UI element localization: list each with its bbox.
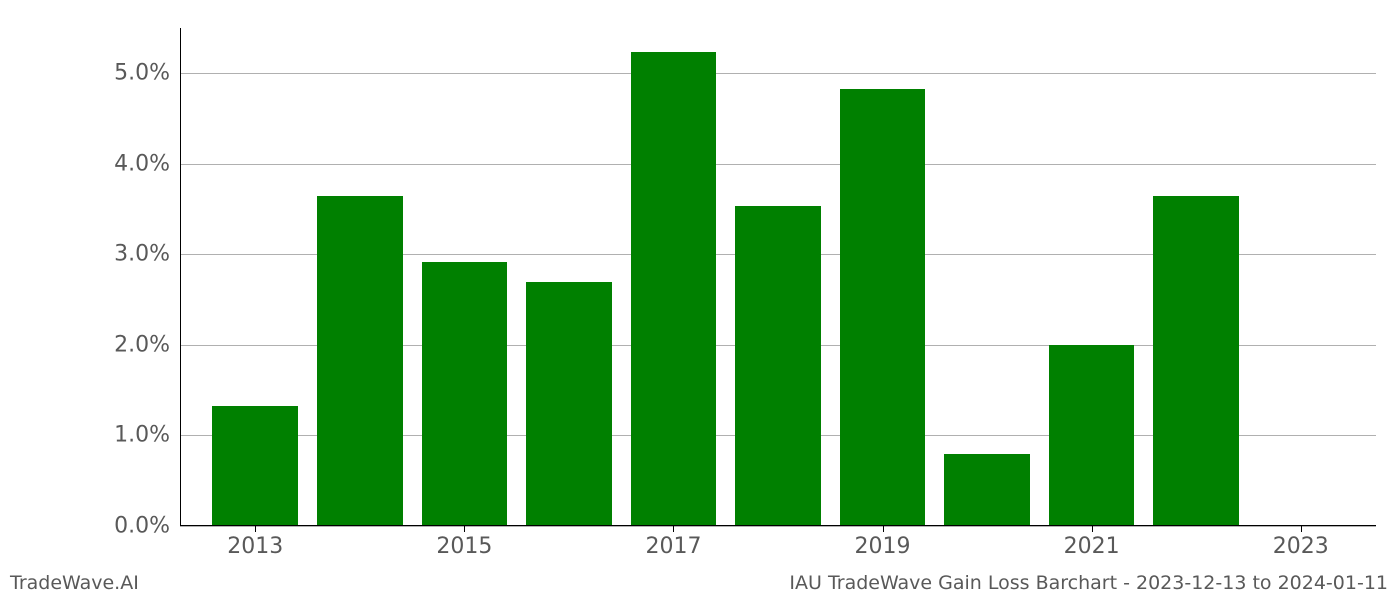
y-tick-label: 5.0% bbox=[114, 61, 170, 86]
x-tick-label: 2015 bbox=[436, 534, 492, 559]
y-tick-label: 0.0% bbox=[114, 514, 170, 539]
footer-right-text: IAU TradeWave Gain Loss Barchart - 2023-… bbox=[789, 572, 1388, 594]
bar bbox=[317, 196, 403, 526]
bar bbox=[840, 89, 926, 526]
x-tick-mark bbox=[1092, 526, 1093, 532]
x-tick-mark bbox=[255, 526, 256, 532]
x-tick-mark bbox=[464, 526, 465, 532]
y-tick-label: 2.0% bbox=[114, 332, 170, 357]
footer-left-text: TradeWave.AI bbox=[10, 572, 139, 594]
bar bbox=[212, 406, 298, 526]
spine-left bbox=[180, 28, 181, 526]
spine-bottom bbox=[180, 525, 1376, 526]
bar bbox=[944, 454, 1030, 526]
x-tick-label: 2021 bbox=[1064, 534, 1120, 559]
bar bbox=[1049, 345, 1135, 526]
bar bbox=[1153, 196, 1239, 526]
plot-area: 0.0%1.0%2.0%3.0%4.0%5.0%2013201520172019… bbox=[180, 28, 1376, 526]
x-tick-mark bbox=[673, 526, 674, 532]
bar bbox=[422, 262, 508, 526]
x-tick-label: 2013 bbox=[227, 534, 283, 559]
gridline bbox=[180, 526, 1376, 527]
figure: 0.0% 1.0% 2.0% 3.0% 4.0% 5.0% 2013 2015 2017 2019… bbox=[0, 0, 1400, 600]
bar bbox=[526, 282, 612, 526]
y-tick-label: 3.0% bbox=[114, 242, 170, 267]
x-tick-label: 2019 bbox=[855, 534, 911, 559]
x-tick-mark bbox=[1301, 526, 1302, 532]
gridline bbox=[180, 164, 1376, 165]
x-tick-label: 2017 bbox=[645, 534, 701, 559]
x-tick-mark bbox=[883, 526, 884, 532]
y-tick-label: 4.0% bbox=[114, 151, 170, 176]
gridline bbox=[180, 73, 1376, 74]
x-tick-label: 2023 bbox=[1273, 534, 1329, 559]
bar bbox=[631, 52, 717, 526]
bar bbox=[735, 206, 821, 526]
y-tick-label: 1.0% bbox=[114, 423, 170, 448]
